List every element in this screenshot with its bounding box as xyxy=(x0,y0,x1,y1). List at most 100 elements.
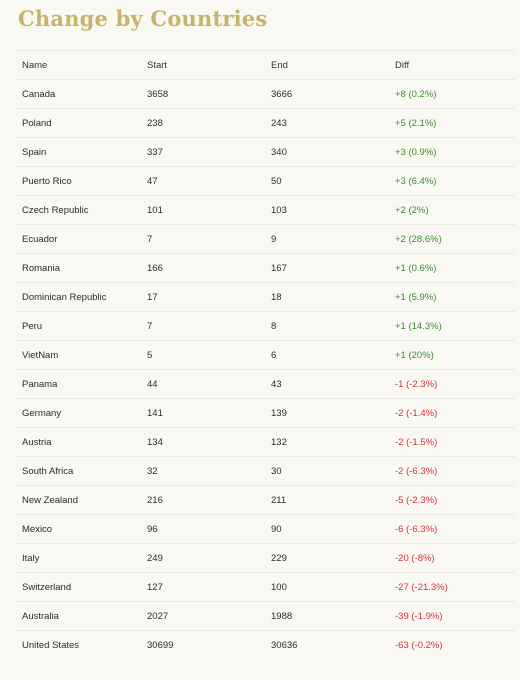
column-header-start: Start xyxy=(147,59,168,71)
cell-start-value: 2027 xyxy=(147,610,169,622)
cell-diff-value: +5 (2.1%) xyxy=(395,117,437,129)
cell-start-value: 17 xyxy=(147,291,158,303)
cell-country-name: South Africa xyxy=(22,465,74,477)
cell-country-name: Ecuador xyxy=(22,233,58,245)
cell-end-value: 43 xyxy=(271,378,282,390)
cell-diff-value: -39 (-1.9%) xyxy=(395,610,443,622)
cell-start-value: 32 xyxy=(147,465,158,477)
cell-end-value: 3666 xyxy=(271,88,293,100)
cell-end-value: 30636 xyxy=(271,640,298,651)
table-row: Mexico 96 90 -6 (-6.3%) xyxy=(15,515,515,544)
cell-start-value: 96 xyxy=(147,523,158,535)
table-row: Peru 7 8 +1 (14.3%) xyxy=(15,312,515,341)
cell-end-value: 211 xyxy=(271,494,287,506)
cell-start-value: 7 xyxy=(147,233,153,245)
table-row: Czech Republic 101 103 +2 (2%) xyxy=(15,196,515,225)
cell-end-value: 1988 xyxy=(271,610,293,622)
cell-end-value: 30 xyxy=(271,465,282,477)
cell-start-value: 216 xyxy=(147,494,163,506)
cell-country-name: Canada xyxy=(22,88,56,100)
table-row: Ecuador 7 9 +2 (28.6%) xyxy=(15,225,515,254)
table-row: Canada 3658 3666 +8 (0.2%) xyxy=(15,80,515,109)
cell-start-value: 5 xyxy=(147,349,153,361)
cell-start-value: 7 xyxy=(147,320,153,332)
cell-end-value: 167 xyxy=(271,262,287,274)
table-row: Panama 44 43 -1 (-2.3%) xyxy=(15,370,515,399)
cell-diff-value: +3 (0.9%) xyxy=(395,146,437,158)
cell-start-value: 249 xyxy=(147,552,163,564)
cell-diff-value: -63 (-0.2%) xyxy=(395,640,443,651)
cell-diff-value: +3 (6.4%) xyxy=(395,175,437,187)
cell-country-name: Australia xyxy=(22,610,59,622)
cell-country-name: Dominican Republic xyxy=(22,291,107,303)
cell-diff-value: +8 (0.2%) xyxy=(395,88,437,100)
cell-country-name: Mexico xyxy=(22,523,53,535)
table-row: Austria 134 132 -2 (-1.5%) xyxy=(15,428,515,457)
cell-end-value: 103 xyxy=(271,204,287,216)
cell-diff-value: +1 (0.6%) xyxy=(395,262,437,274)
cell-start-value: 134 xyxy=(147,436,163,448)
cell-start-value: 30699 xyxy=(147,640,174,651)
cell-end-value: 243 xyxy=(271,117,287,129)
cell-country-name: Panama xyxy=(22,378,58,390)
cell-country-name: Germany xyxy=(22,407,62,419)
table-row: Poland 238 243 +5 (2.1%) xyxy=(15,109,515,138)
table-row: Australia 2027 1988 -39 (-1.9%) xyxy=(15,602,515,631)
cell-start-value: 101 xyxy=(147,204,163,216)
cell-start-value: 337 xyxy=(147,146,163,158)
cell-diff-value: -5 (-2.3%) xyxy=(395,494,438,506)
table-row: VietNam 5 6 +1 (20%) xyxy=(15,341,515,370)
cell-diff-value: +1 (14.3%) xyxy=(395,320,442,332)
cell-start-value: 47 xyxy=(147,175,158,187)
cell-end-value: 90 xyxy=(271,523,282,535)
cell-end-value: 6 xyxy=(271,349,277,361)
cell-start-value: 44 xyxy=(147,378,158,390)
table-row: Germany 141 139 -2 (-1.4%) xyxy=(15,399,515,428)
cell-end-value: 9 xyxy=(271,233,277,245)
table-row: South Africa 32 30 -2 (-6.3%) xyxy=(15,457,515,486)
cell-end-value: 18 xyxy=(271,291,282,303)
cell-start-value: 166 xyxy=(147,262,163,274)
table-row: Dominican Republic 17 18 +1 (5.9%) xyxy=(15,283,515,312)
cell-country-name: Spain xyxy=(22,146,47,158)
cell-start-value: 141 xyxy=(147,407,163,419)
cell-country-name: Peru xyxy=(22,320,43,332)
cell-diff-value: +2 (28.6%) xyxy=(395,233,442,245)
cell-country-name: Poland xyxy=(22,117,52,129)
cell-end-value: 100 xyxy=(271,581,287,593)
column-header-name: Name xyxy=(22,59,48,71)
cell-diff-value: -2 (-6.3%) xyxy=(395,465,438,477)
cell-country-name: New Zealand xyxy=(22,494,78,506)
column-header-diff: Diff xyxy=(395,59,410,71)
cell-country-name: Italy xyxy=(22,552,40,564)
cell-country-name: Romania xyxy=(22,262,61,274)
cell-diff-value: +1 (5.9%) xyxy=(395,291,437,303)
table-row: Spain 337 340 +3 (0.9%) xyxy=(15,138,515,167)
cell-diff-value: +1 (20%) xyxy=(395,349,434,361)
table-body: Canada 3658 3666 +8 (0.2%) Poland 238 243 +5 (2… xyxy=(15,80,515,660)
page-title: Change by Countries xyxy=(18,6,268,31)
table-row: Switzerland 127 100 -27 (-21.3%) xyxy=(15,573,515,602)
cell-country-name: United States xyxy=(22,640,80,651)
cell-end-value: 340 xyxy=(271,146,287,158)
cell-end-value: 139 xyxy=(271,407,287,419)
cell-country-name: Puerto Rico xyxy=(22,175,72,187)
cell-diff-value: +2 (2%) xyxy=(395,204,429,216)
cell-end-value: 50 xyxy=(271,175,282,187)
column-header-end: End xyxy=(271,59,288,71)
cell-start-value: 3658 xyxy=(147,88,169,100)
cell-country-name: Switzerland xyxy=(22,581,72,593)
cell-end-value: 132 xyxy=(271,436,287,448)
table-row: New Zealand 216 211 -5 (-2.3%) xyxy=(15,486,515,515)
countries-table: Name Start End Diff Canada 3658 3666 +8 (0.… xyxy=(15,50,515,660)
cell-diff-value: -27 (-21.3%) xyxy=(395,581,448,593)
cell-country-name: VietNam xyxy=(22,349,59,361)
table-row: Puerto Rico 47 50 +3 (6.4%) xyxy=(15,167,515,196)
table-row: United States 30699 30636 -63 (-0.2%) xyxy=(15,631,515,660)
table-row: Romania 166 167 +1 (0.6%) xyxy=(15,254,515,283)
cell-country-name: Czech Republic xyxy=(22,204,89,216)
table-header: Name Start End Diff xyxy=(15,50,515,80)
cell-diff-value: -2 (-1.5%) xyxy=(395,436,438,448)
cell-country-name: Austria xyxy=(22,436,52,448)
cell-start-value: 127 xyxy=(147,581,163,593)
